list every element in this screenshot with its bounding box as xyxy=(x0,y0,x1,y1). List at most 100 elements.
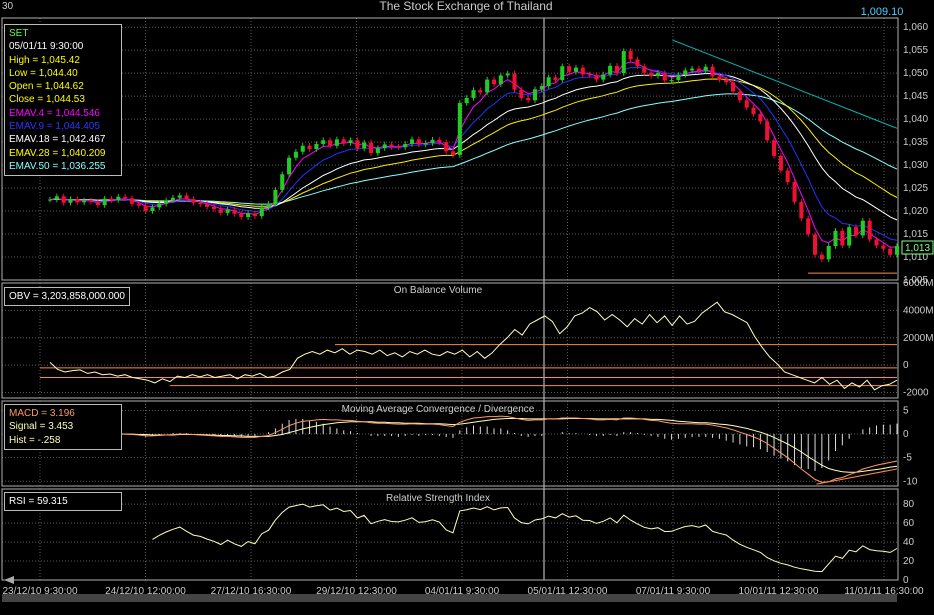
candle-body xyxy=(109,198,114,201)
candle-body xyxy=(792,182,797,202)
candle-body xyxy=(157,203,162,208)
candle-body xyxy=(328,140,333,146)
price-tick-label: 1,045 xyxy=(903,91,928,102)
candle-body xyxy=(717,76,722,80)
candle-body xyxy=(847,227,852,246)
rsi-tick-label: 20 xyxy=(903,556,915,567)
candle-body xyxy=(799,201,804,219)
info-emav28: EMAV.28 = 1,040.209 xyxy=(9,147,106,159)
candle-body xyxy=(150,207,155,212)
candle-body xyxy=(321,140,326,144)
emav4-line xyxy=(49,61,898,248)
candle-body xyxy=(334,139,339,146)
macd-support-line xyxy=(816,468,898,485)
candle-body xyxy=(300,145,305,152)
macd-tick-label: 5 xyxy=(903,405,909,416)
obv-tick-label: -2000 xyxy=(903,388,929,399)
candle-body xyxy=(68,199,73,203)
candle-body xyxy=(478,90,483,93)
price-tick-label: 1,060 xyxy=(903,22,928,33)
candle-body xyxy=(211,206,216,210)
rsi-tick-label: 60 xyxy=(903,518,915,529)
candle-body xyxy=(54,196,59,200)
candle-body xyxy=(164,200,169,204)
x-tick-label: 04/01/11 9:30:00 xyxy=(425,586,500,597)
candle-body xyxy=(806,218,811,235)
candle-body xyxy=(532,89,538,101)
candle-body xyxy=(464,97,469,104)
candle-body xyxy=(608,65,613,75)
candle-body xyxy=(526,97,531,101)
price-tick-label: 1,015 xyxy=(903,229,928,240)
obv-tick-label: 2000M xyxy=(903,333,934,344)
candle-body xyxy=(567,66,572,72)
candle-body xyxy=(437,139,442,143)
x-tick-label: 07/01/11 9:30:00 xyxy=(636,586,711,597)
price-tick-label: 1,005 xyxy=(903,275,928,286)
candle-body xyxy=(191,199,196,203)
info-datetime: 05/01/11 9:30:00 xyxy=(9,41,84,53)
candle-body xyxy=(881,245,886,249)
x-tick-label: 27/12/10 16:30:00 xyxy=(211,586,292,597)
candle-body xyxy=(116,196,121,201)
candle-body xyxy=(136,203,141,206)
rsi-tick-label: 80 xyxy=(903,499,915,510)
candle-body xyxy=(573,67,578,72)
candle-body xyxy=(642,66,647,73)
rsi-frame xyxy=(1,488,899,581)
candle-body xyxy=(614,65,619,74)
rsi-panel xyxy=(152,503,898,573)
obv-tick-label: 6000M xyxy=(903,278,934,289)
candle-body xyxy=(205,204,210,207)
candle-body xyxy=(505,73,510,76)
price-tick-label: 1,030 xyxy=(903,160,928,171)
x-tick-label: 11/01/11 16:30:00 xyxy=(844,586,924,597)
candle-body xyxy=(601,74,606,80)
price-tick-label: 1,020 xyxy=(903,206,928,217)
candle-body xyxy=(123,196,128,199)
rsi-readout: RSI = 59.315 xyxy=(9,496,68,507)
candle-body xyxy=(457,103,462,155)
candle-body xyxy=(724,79,729,83)
obv-panel xyxy=(40,301,898,391)
candle-body xyxy=(348,140,353,144)
obv-readout-box: OBV = 3,203,858,000.000 xyxy=(4,287,130,307)
candle-body xyxy=(874,239,879,246)
candle-body xyxy=(341,139,346,144)
candle-body xyxy=(737,91,742,101)
candle-body xyxy=(594,74,599,80)
candle-body xyxy=(840,230,845,246)
candle-body xyxy=(369,142,374,154)
macd-tick-label: -5 xyxy=(903,453,912,464)
candle-body xyxy=(355,140,360,149)
candle-body xyxy=(409,139,415,144)
candle-body xyxy=(744,100,749,108)
candle-body xyxy=(314,143,319,149)
candle-body xyxy=(389,144,394,147)
candle-body xyxy=(423,143,428,145)
obv-tick-label: 0 xyxy=(903,360,909,371)
info-emav9: EMAV.9 = 1,044.405 xyxy=(9,121,100,133)
candle-body xyxy=(266,203,271,208)
signal-readout: Signal = 3.453 xyxy=(9,421,74,433)
rsi-title: Relative Strength Index xyxy=(386,493,490,504)
candle-body xyxy=(635,59,640,67)
candle-body xyxy=(239,213,244,218)
candle-body xyxy=(785,170,790,183)
candle-body xyxy=(143,205,148,212)
rsi-line xyxy=(152,503,898,573)
rsi-readout-box: RSI = 59.315 xyxy=(4,492,122,512)
candle-body xyxy=(669,80,674,82)
candle-body xyxy=(560,66,565,81)
candle-body xyxy=(362,142,367,149)
price-info-box: SET 05/01/11 9:30:00 High = 1,045.42 Low… xyxy=(4,24,122,177)
macd-title: Moving Average Convergence / Divergence xyxy=(342,404,535,415)
chart-title: The Stock Exchange of Thailand xyxy=(379,0,552,13)
candle-body xyxy=(812,234,818,255)
price-tick-label: 1,025 xyxy=(903,183,928,194)
price-panel xyxy=(47,39,900,274)
candle-body xyxy=(246,213,251,218)
macd-frame xyxy=(1,400,899,487)
info-emav4: EMAV.4 = 1,044.546 xyxy=(9,107,100,119)
candle-body xyxy=(471,90,476,98)
